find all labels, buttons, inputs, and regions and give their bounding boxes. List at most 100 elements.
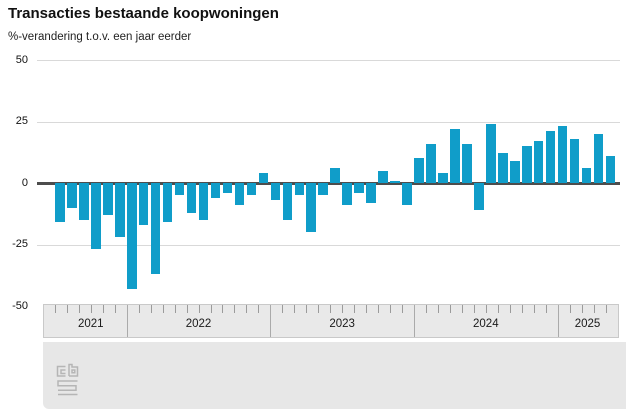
bar[interactable] [450,128,460,183]
month-tick [521,304,523,313]
bar[interactable] [378,170,388,183]
bar[interactable] [557,126,568,183]
month-tick [234,304,236,313]
month-tick [282,304,284,313]
bar[interactable] [282,183,293,220]
bar[interactable] [354,183,364,193]
bar[interactable] [330,168,340,183]
month-tick [150,304,152,313]
month-tick [294,304,296,313]
bar[interactable] [55,183,65,223]
month-tick [366,304,368,313]
month-tick [210,304,212,313]
month-tick [330,304,332,313]
bar[interactable] [605,155,616,183]
bar[interactable] [569,138,580,183]
cbs-logo [57,363,79,395]
bar[interactable] [270,183,281,201]
bar[interactable] [402,183,412,206]
bar[interactable] [486,123,496,183]
bar[interactable] [509,160,520,183]
bar[interactable] [186,183,197,213]
bar[interactable] [258,173,269,183]
bar[interactable] [126,183,137,289]
month-tick [581,304,583,313]
month-tick [390,304,392,313]
bar[interactable] [198,183,209,220]
bar[interactable] [521,146,532,183]
year-label: 2024 [473,317,499,330]
chart-title: Transacties bestaande koopwoningen [8,5,279,22]
month-tick [569,304,571,313]
year-label: 2022 [185,317,212,330]
month-tick [186,304,188,313]
bar[interactable] [162,183,173,223]
bar[interactable] [318,183,329,196]
y-axis-label: 25 [15,115,28,127]
bar[interactable] [91,183,101,250]
chart-footer [43,341,626,409]
bar[interactable] [545,131,556,183]
zero-line [37,181,620,185]
y-axis-label: -50 [12,299,28,312]
bar[interactable] [246,183,257,196]
bar[interactable] [581,168,592,183]
month-tick [138,304,140,313]
bar[interactable] [390,180,400,183]
bar[interactable] [414,158,424,183]
bar[interactable] [150,183,161,275]
month-tick [378,304,380,313]
bar[interactable] [462,143,472,183]
month-tick [545,304,547,313]
bar[interactable] [366,183,376,203]
month-tick [102,304,104,313]
month-tick [425,304,427,313]
bar[interactable] [294,183,305,196]
year-separator [557,304,559,337]
month-tick [593,304,595,313]
month-tick [533,304,535,313]
bar[interactable] [497,153,508,183]
gridline--25 [37,244,620,246]
bar[interactable] [426,143,436,183]
month-tick [90,304,92,313]
bar[interactable] [306,183,317,233]
bar[interactable] [438,173,448,183]
month-tick [246,304,248,313]
bar[interactable] [234,183,245,206]
bar[interactable] [114,183,125,238]
bar[interactable] [474,183,484,211]
month-tick [198,304,200,313]
month-tick [174,304,176,313]
month-tick [318,304,320,313]
month-tick [605,304,607,313]
bar[interactable] [174,183,185,196]
bar[interactable] [79,183,89,220]
bar[interactable] [342,183,352,206]
month-tick [461,304,463,313]
gridline-25 [37,121,620,123]
bar[interactable] [210,183,221,198]
month-tick [473,304,475,313]
x-axis-strip: 2021 2022 2023 2024 2025 [43,303,619,338]
month-tick [66,304,68,313]
bar[interactable] [222,183,233,193]
bar[interactable] [102,183,113,215]
month-tick [222,304,224,313]
month-tick [485,304,487,313]
bar[interactable] [593,133,604,183]
month-tick [509,304,511,313]
month-tick [258,304,260,313]
bar[interactable] [533,141,544,183]
month-tick [342,304,344,313]
chart-subtitle: %-verandering t.o.v. een jaar eerder [8,31,192,43]
bar[interactable] [138,183,149,225]
month-tick [78,304,80,313]
year-label: 2021 [78,317,104,330]
month-tick [402,304,404,313]
month-tick [306,304,308,313]
bar[interactable] [67,183,77,208]
year-separator [413,304,415,337]
month-tick [354,304,356,313]
